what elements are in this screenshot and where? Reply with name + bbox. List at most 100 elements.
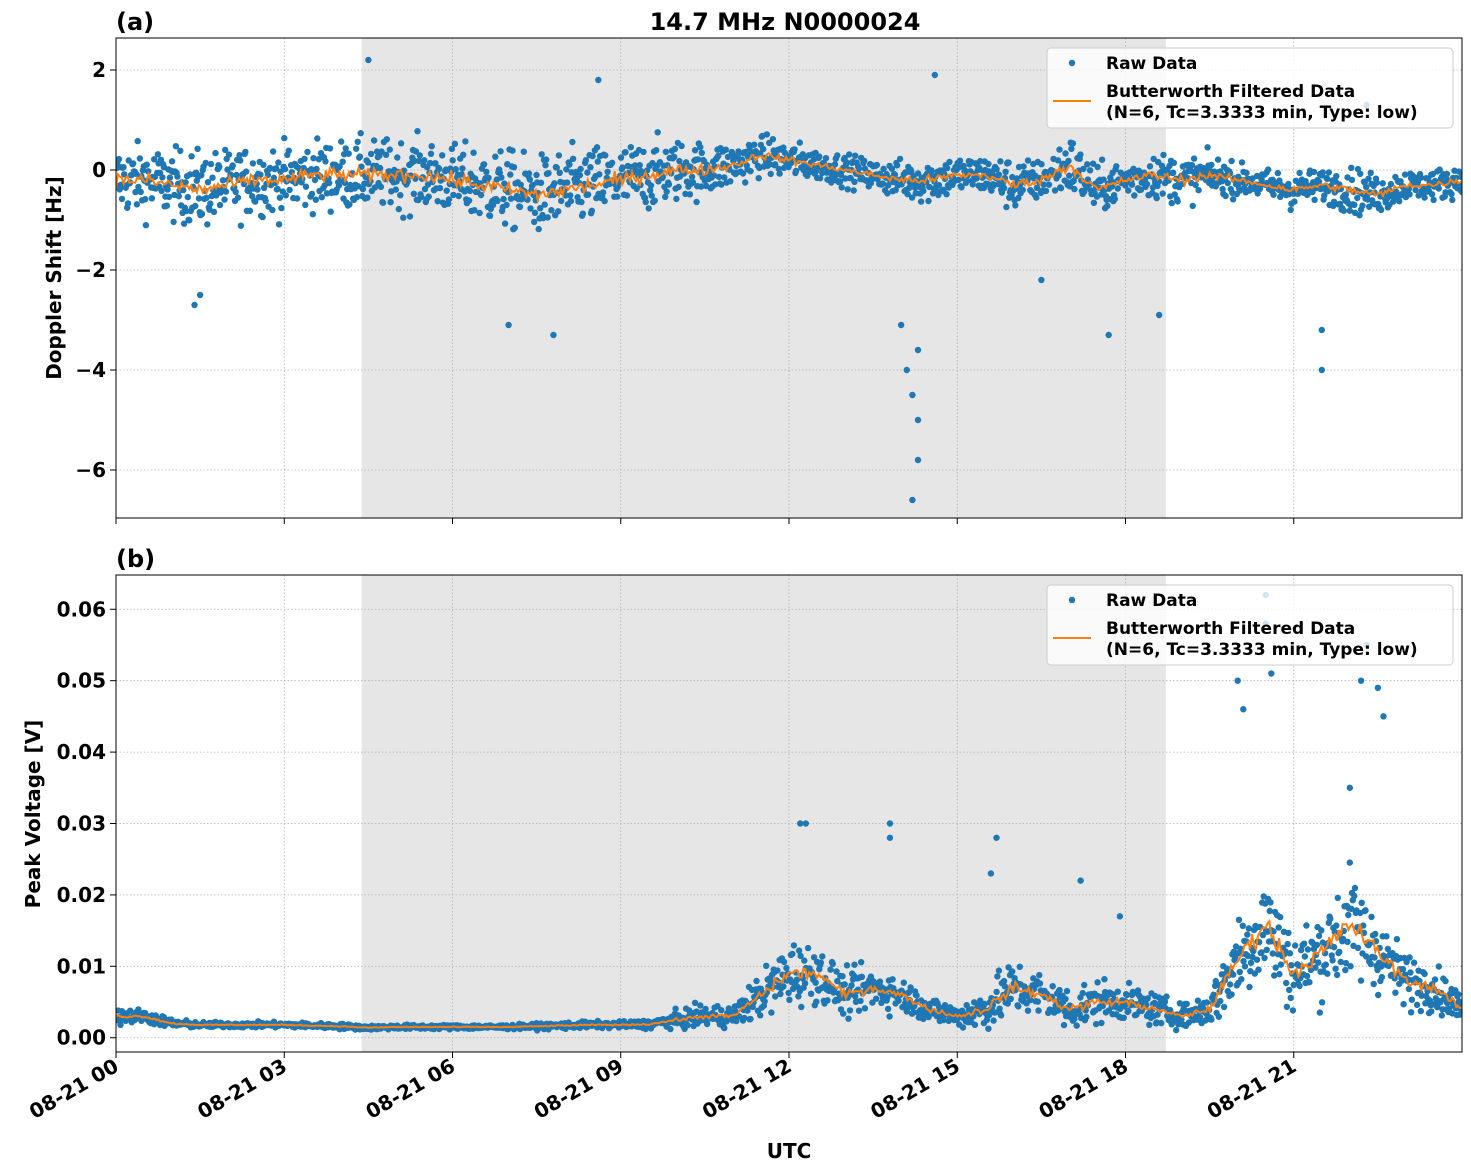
raw-data-point	[642, 198, 649, 206]
raw-data-point	[798, 1003, 805, 1011]
raw-data-point	[1208, 161, 1215, 169]
raw-data-point	[834, 977, 841, 985]
raw-data-point	[1458, 173, 1462, 181]
raw-data-point	[1408, 996, 1416, 1003]
raw-data-point	[1318, 999, 1326, 1006]
raw-data-point	[601, 197, 608, 205]
raw-data-point	[651, 197, 658, 204]
raw-data-point	[400, 214, 407, 221]
raw-data-point	[819, 953, 826, 960]
raw-data-point	[555, 208, 562, 215]
raw-data-point	[1241, 963, 1249, 970]
raw-data-point	[531, 218, 538, 226]
raw-data-point	[1351, 892, 1358, 900]
raw-data-point	[1367, 960, 1374, 968]
raw-data-point	[1396, 198, 1403, 205]
raw-data-point	[1303, 972, 1311, 980]
legend-label-raw: Raw Data	[1106, 54, 1197, 74]
raw-data-point	[785, 989, 792, 997]
raw-data-point	[465, 197, 473, 204]
raw-data-point	[209, 174, 216, 181]
raw-data-point	[1410, 959, 1418, 966]
raw-data-point	[714, 1002, 721, 1010]
raw-data-point	[1442, 189, 1449, 196]
raw-data-point	[194, 145, 201, 152]
raw-data-point	[1262, 900, 1269, 907]
raw-data-point	[1016, 963, 1023, 970]
raw-data-point	[1315, 178, 1323, 185]
raw-data-point	[386, 146, 393, 153]
raw-data-outlier	[797, 820, 804, 827]
raw-data-point	[1345, 911, 1352, 919]
raw-data-point	[1063, 987, 1071, 995]
raw-data-point	[858, 973, 866, 980]
raw-data-point	[1371, 954, 1378, 961]
raw-data-point	[236, 152, 243, 159]
raw-data-point	[237, 222, 245, 229]
raw-data-point	[1066, 172, 1073, 179]
raw-data-point	[257, 171, 264, 178]
raw-data-point	[326, 145, 334, 152]
raw-data-point	[535, 225, 542, 233]
raw-data-point	[946, 158, 953, 166]
raw-data-outlier	[1240, 706, 1247, 713]
raw-data-point	[1336, 948, 1343, 956]
raw-data-point	[1238, 976, 1245, 983]
raw-data-outlier	[196, 291, 204, 299]
raw-data-point	[1354, 194, 1361, 202]
raw-data-point	[436, 184, 444, 192]
raw-data-point	[1170, 159, 1178, 166]
y-tick-label: 0.05	[57, 669, 106, 693]
raw-data-point	[1196, 1014, 1204, 1021]
raw-data-point	[318, 194, 325, 201]
raw-data-point	[327, 208, 334, 215]
raw-data-point	[1007, 995, 1014, 1002]
raw-data-point	[501, 180, 508, 187]
raw-data-point	[1203, 999, 1211, 1006]
y-axis-label-b: Peak Voltage [V]	[21, 720, 45, 909]
raw-data-point	[772, 993, 779, 1000]
raw-data-point	[1208, 1016, 1215, 1023]
raw-data-point	[170, 218, 177, 226]
raw-data-point	[163, 202, 171, 209]
y-axis-label-a: Doppler Shift [Hz]	[42, 176, 66, 380]
raw-data-point	[543, 156, 550, 163]
raw-data-point	[1271, 972, 1278, 979]
legend-marker-raw	[1068, 596, 1076, 604]
raw-data-point	[1056, 986, 1063, 994]
raw-data-point	[520, 148, 527, 155]
raw-data-point	[833, 968, 840, 975]
raw-data-point	[1285, 180, 1292, 188]
raw-data-point	[274, 185, 281, 193]
raw-data-point	[136, 155, 144, 162]
raw-data-point	[843, 962, 851, 969]
raw-data-point	[1243, 169, 1250, 176]
raw-data-point	[1095, 993, 1102, 1000]
raw-data-point	[905, 184, 913, 192]
raw-data-point	[718, 1007, 725, 1014]
shaded-interval	[361, 38, 1166, 518]
raw-data-point	[133, 201, 141, 208]
raw-data-point	[834, 152, 841, 159]
raw-data-point	[985, 160, 992, 168]
legend-label-raw: Raw Data	[1106, 591, 1197, 611]
raw-data-point	[822, 155, 830, 162]
raw-data-point	[920, 187, 927, 195]
raw-data-point	[142, 196, 149, 203]
raw-data-point	[567, 197, 575, 205]
raw-data-point	[739, 156, 746, 164]
raw-data-point	[339, 158, 346, 165]
raw-data-point	[772, 161, 779, 168]
raw-data-outlier	[1268, 670, 1275, 677]
raw-data-point	[445, 196, 453, 203]
raw-data-point	[432, 160, 439, 167]
raw-data-point	[527, 205, 534, 212]
raw-data-point	[858, 959, 865, 966]
raw-data-point	[510, 164, 518, 171]
raw-data-point	[293, 195, 301, 202]
raw-data-point	[1239, 922, 1247, 929]
raw-data-point	[1428, 191, 1436, 198]
x-tick-label: 08-21 09	[530, 1054, 628, 1124]
raw-data-point	[480, 161, 488, 168]
raw-data-point	[1000, 977, 1008, 985]
